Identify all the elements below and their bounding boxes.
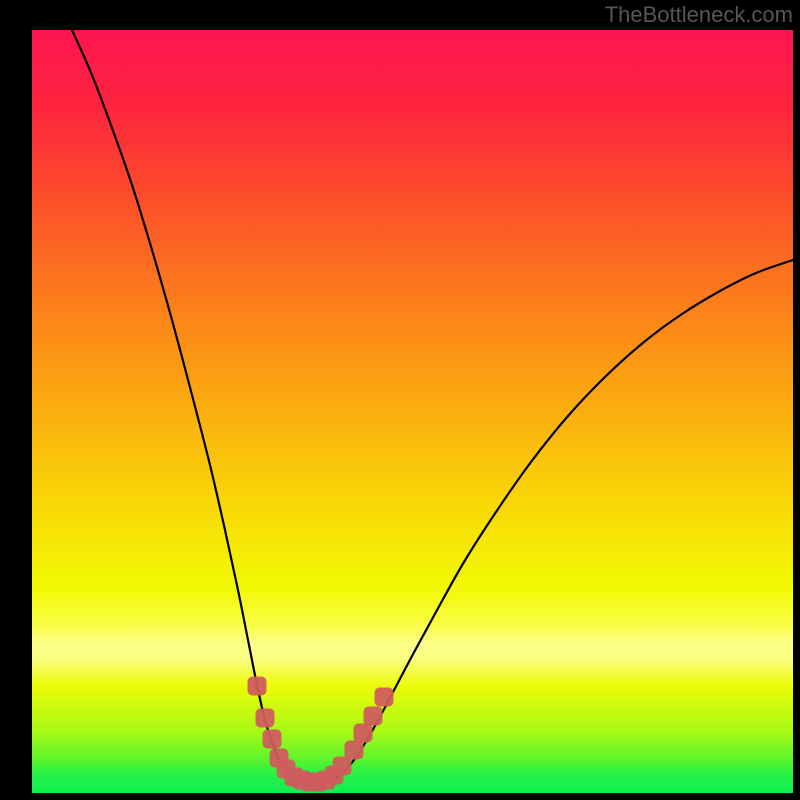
marker <box>345 741 364 760</box>
plot-gradient <box>32 30 793 793</box>
bottleneck-chart: TheBottleneck.com <box>0 0 800 800</box>
marker <box>354 724 373 743</box>
marker <box>364 707 383 726</box>
marker <box>263 730 282 749</box>
marker <box>248 677 267 696</box>
marker <box>375 688 394 707</box>
marker <box>256 709 275 728</box>
watermark: TheBottleneck.com <box>605 2 793 27</box>
